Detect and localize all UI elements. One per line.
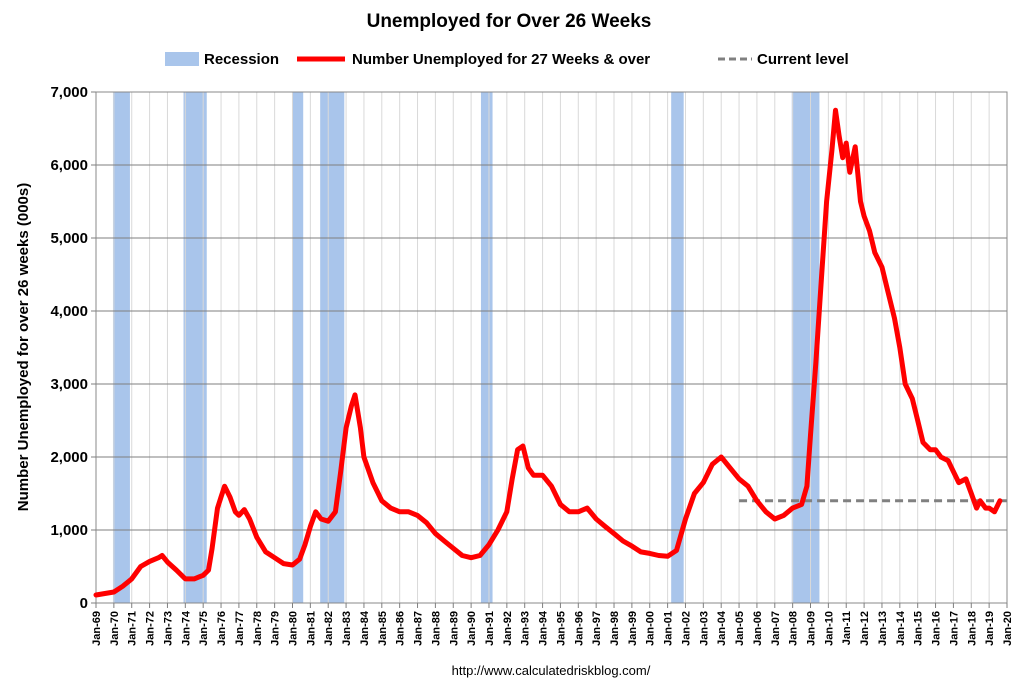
x-tick-label: Jan-08 <box>788 611 800 646</box>
x-tick-label: Jan-75 <box>198 611 210 646</box>
x-tick-label: Jan-85 <box>377 611 389 646</box>
x-tick-label: Jan-92 <box>502 611 514 646</box>
x-tick-label: Jan-07 <box>770 611 782 646</box>
x-tick-label: Jan-86 <box>395 611 407 646</box>
x-tick-label: Jan-11 <box>841 611 853 645</box>
x-tick-label: Jan-17 <box>948 611 960 646</box>
y-tick-label: 4,000 <box>50 303 88 320</box>
x-tick-label: Jan-97 <box>591 611 603 646</box>
x-tick-label: Jan-84 <box>359 610 371 646</box>
x-tick-label: Jan-80 <box>287 611 299 646</box>
x-tick-label: Jan-18 <box>966 611 978 646</box>
horizontal-gridlines <box>96 91 1007 604</box>
recession-bands <box>112 92 820 603</box>
chart-title: Unemployed for Over 26 Weeks <box>367 11 652 32</box>
x-tick-label: Jan-14 <box>895 610 907 646</box>
y-tick-label: 3,000 <box>50 376 88 393</box>
x-axis-ticks: Jan-69 Jan-70 Jan-71 Jan-72 Jan-73 Jan-74 Jan-… <box>91 603 1014 646</box>
recession-band <box>292 92 304 603</box>
x-tick-label: Jan-87 <box>413 611 425 646</box>
x-tick-label: Jan-83 <box>341 611 353 646</box>
x-tick-label: Jan-94 <box>538 610 550 646</box>
recession-band <box>480 92 493 603</box>
x-tick-label: Jan-15 <box>913 611 925 646</box>
y-tick-label: 6,000 <box>50 157 88 174</box>
y-tick-label: 7,000 <box>50 84 88 101</box>
legend: Recession Number Unemployed for 27 Weeks… <box>165 51 849 68</box>
vertical-gridlines <box>95 92 1008 603</box>
x-tick-label: Jan-76 <box>216 611 228 646</box>
legend-series-label: Number Unemployed for 27 Weeks & over <box>352 51 650 68</box>
x-tick-label: Jan-03 <box>698 611 710 646</box>
x-tick-label: Jan-77 <box>234 611 246 646</box>
legend-recession-label: Recession <box>204 51 279 68</box>
x-tick-label: Jan-70 <box>109 611 121 646</box>
x-tick-label: Jan-93 <box>520 611 532 646</box>
x-tick-label: Jan-20 <box>1002 611 1014 646</box>
recession-band <box>320 92 345 603</box>
x-tick-label: Jan-98 <box>609 611 621 646</box>
x-tick-label: Jan-10 <box>823 611 835 646</box>
x-tick-label: Jan-73 <box>162 611 174 646</box>
x-tick-label: Jan-74 <box>180 610 192 646</box>
x-tick-label: Jan-13 <box>877 611 889 646</box>
recession-band <box>112 92 130 603</box>
plot-border <box>95 91 1008 604</box>
x-tick-label: Jan-02 <box>680 611 692 646</box>
x-tick-label: Jan-81 <box>305 611 317 646</box>
x-tick-label: Jan-04 <box>716 610 728 646</box>
x-tick-label: Jan-00 <box>645 611 657 646</box>
legend-current-label: Current level <box>757 51 849 68</box>
x-tick-label: Jan-19 <box>984 611 996 646</box>
y-axis-ticks: 0 1,000 2,000 3,000 4,000 5,000 6,000 7,000 <box>50 84 96 612</box>
x-tick-label: Jan-79 <box>270 611 282 646</box>
x-tick-label: Jan-69 <box>91 611 103 646</box>
recession-band <box>183 92 207 603</box>
y-tick-label: 5,000 <box>50 230 88 247</box>
x-tick-label: Jan-01 <box>663 611 675 646</box>
y-tick-label: 1,000 <box>50 522 88 539</box>
x-tick-label: Jan-99 <box>627 611 639 646</box>
x-tick-label: Jan-82 <box>323 611 335 646</box>
x-tick-label: Jan-90 <box>466 611 478 646</box>
x-tick-label: Jan-89 <box>448 611 460 646</box>
y-tick-label: 2,000 <box>50 449 88 466</box>
y-axis-label: Number Unemployed for over 26 weeks (000… <box>15 183 32 511</box>
x-tick-label: Jan-96 <box>573 611 585 646</box>
source-url: http://www.calculatedriskblog.com/ <box>452 663 651 678</box>
y-tick-label: 0 <box>80 595 88 612</box>
series-line <box>93 107 1003 598</box>
x-tick-label: Jan-16 <box>931 611 943 646</box>
x-tick-label: Jan-06 <box>752 611 764 646</box>
x-tick-label: Jan-05 <box>734 611 746 646</box>
recession-band <box>671 92 684 603</box>
x-tick-label: Jan-88 <box>430 611 442 646</box>
x-tick-label: Jan-95 <box>555 611 567 646</box>
x-tick-label: Jan-91 <box>484 611 496 646</box>
x-tick-label: Jan-72 <box>145 611 157 646</box>
x-tick-label: Jan-78 <box>252 611 264 646</box>
legend-recession-swatch <box>165 52 199 66</box>
x-tick-label: Jan-09 <box>806 611 818 646</box>
x-tick-label: Jan-12 <box>859 611 871 646</box>
x-tick-label: Jan-71 <box>127 611 139 646</box>
